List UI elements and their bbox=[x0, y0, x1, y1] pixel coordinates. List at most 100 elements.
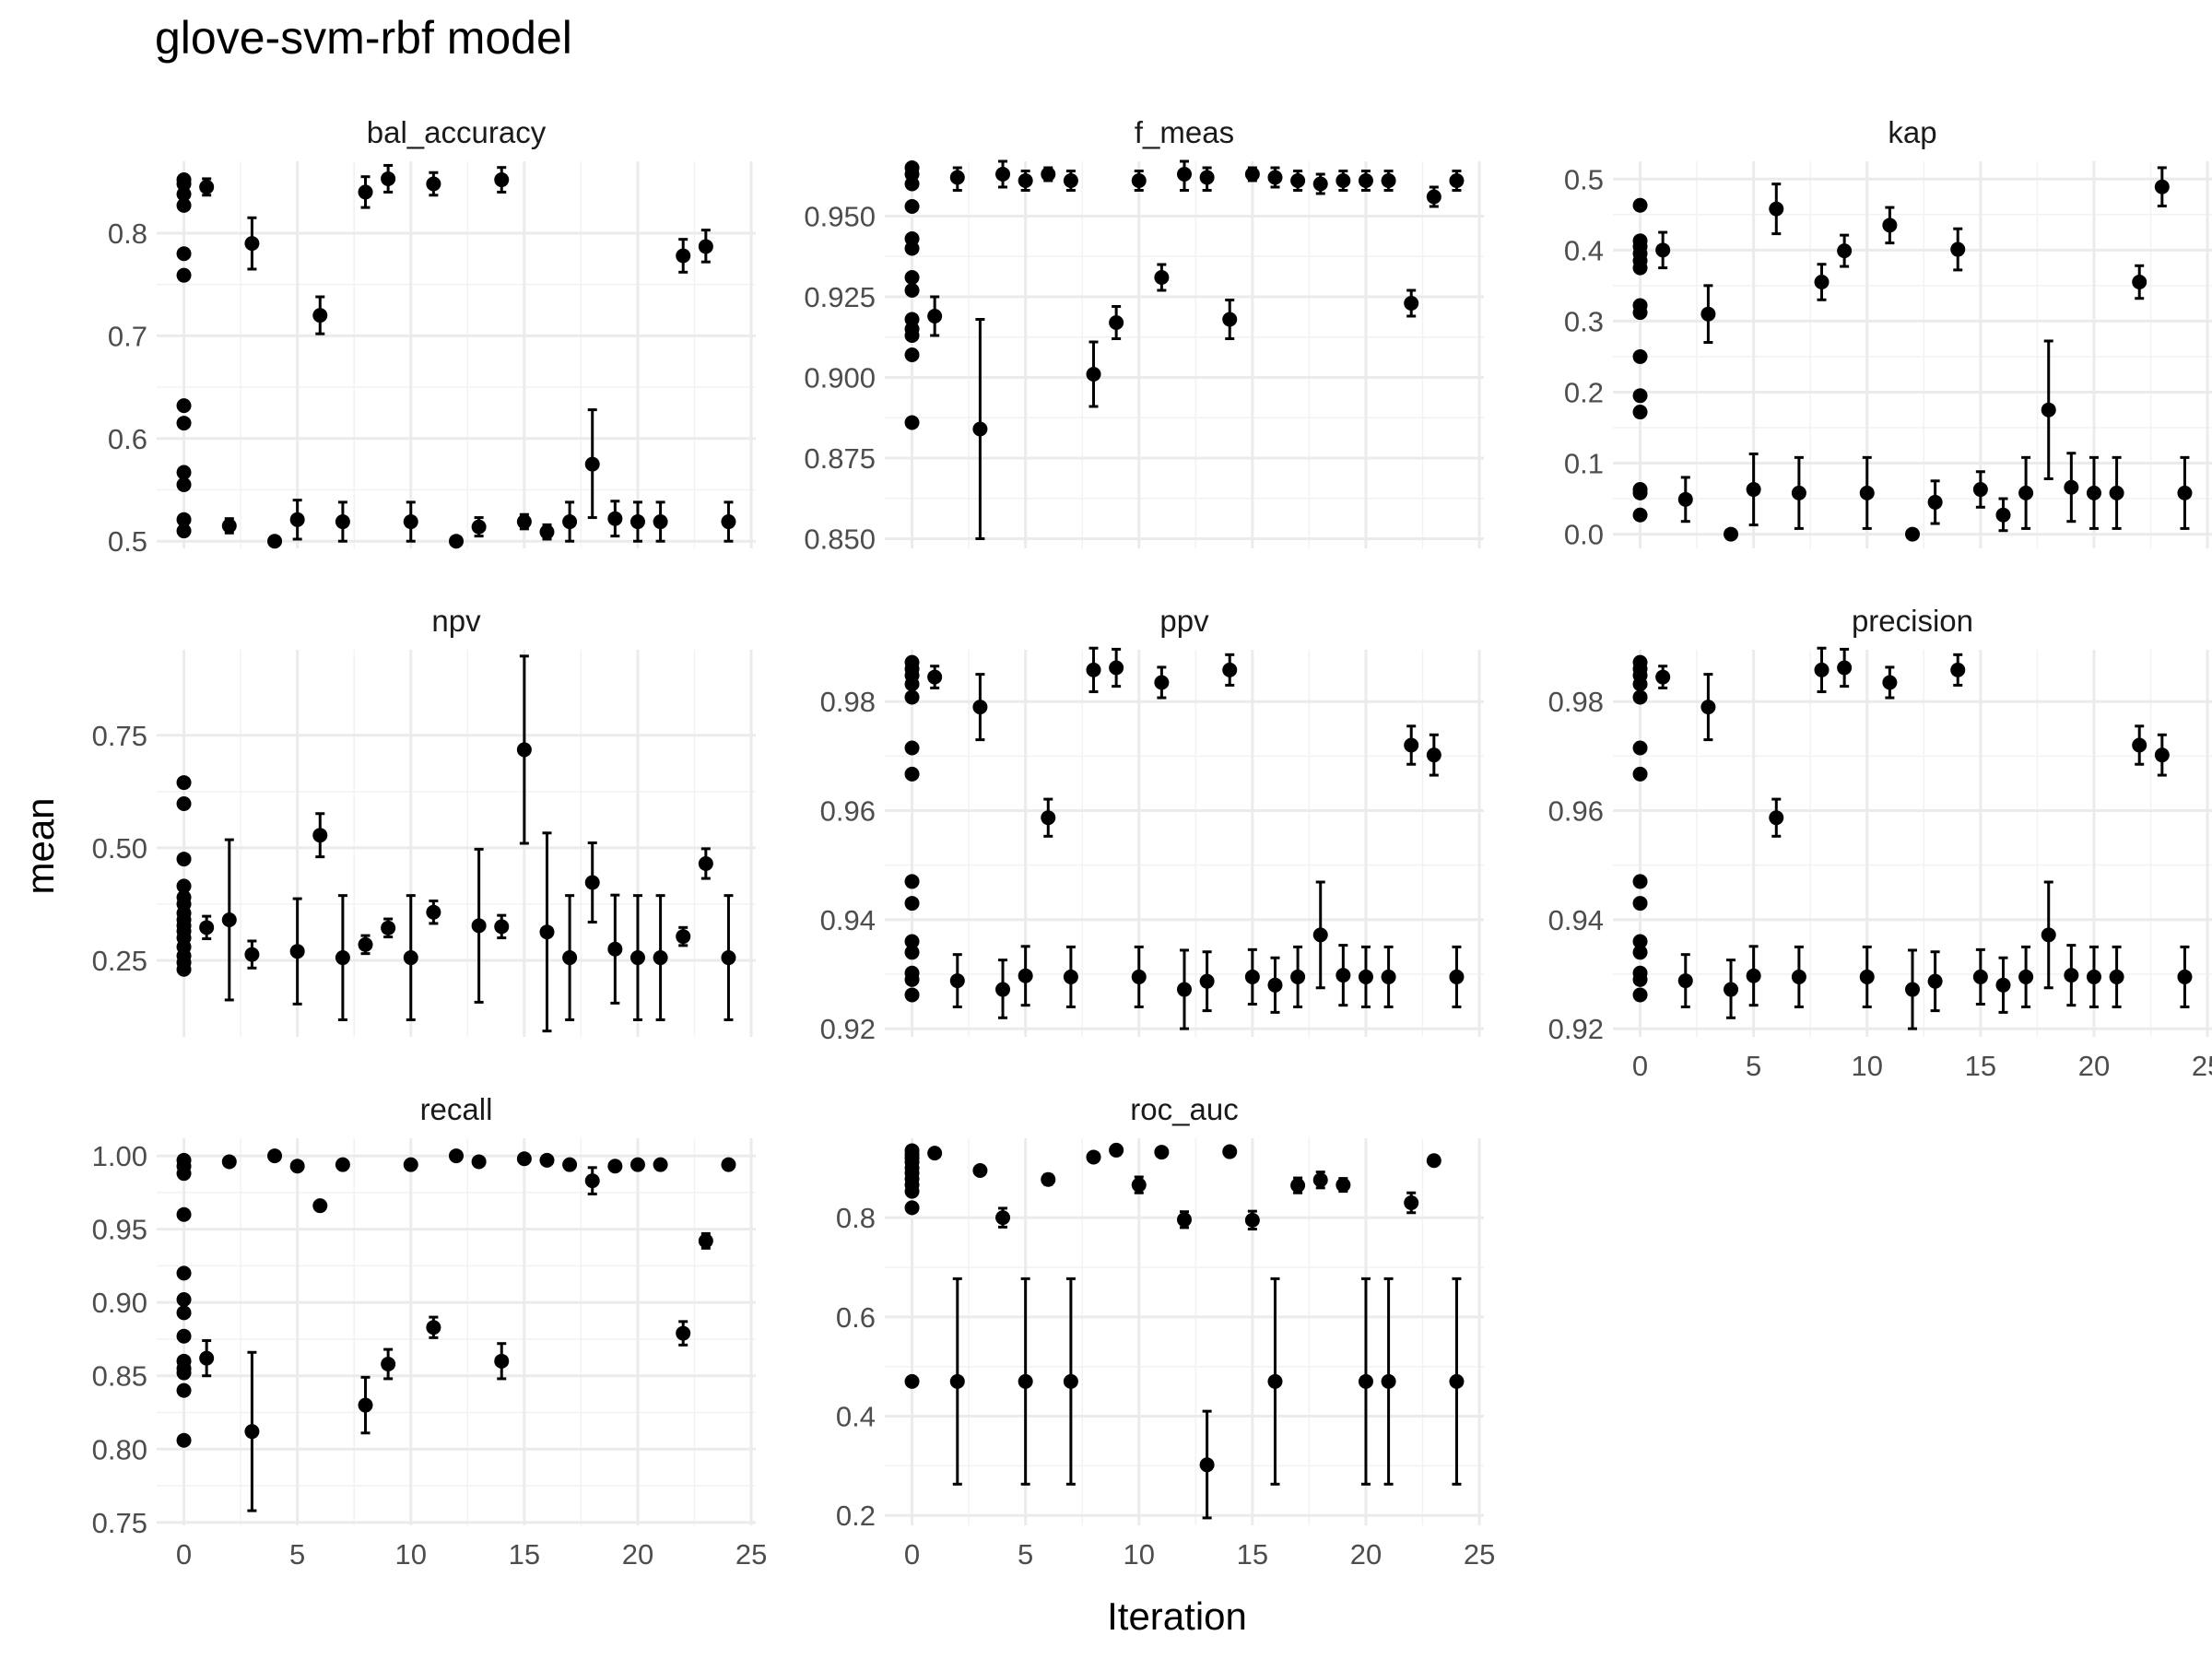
data-point bbox=[177, 1329, 192, 1344]
data-point bbox=[2110, 970, 2124, 984]
data-point bbox=[905, 1200, 920, 1215]
data-point bbox=[2110, 486, 2124, 500]
data-point bbox=[1359, 1374, 1373, 1389]
data-point bbox=[905, 416, 920, 430]
data-point bbox=[1064, 173, 1078, 188]
data-point bbox=[177, 852, 192, 866]
data-point bbox=[177, 962, 192, 977]
data-point bbox=[1200, 974, 1215, 989]
data-point bbox=[517, 514, 532, 529]
x-tick-label: 10 bbox=[395, 1538, 427, 1571]
data-point bbox=[905, 177, 920, 192]
data-point bbox=[905, 283, 920, 298]
x-tick-label: 5 bbox=[1746, 1050, 1761, 1082]
data-point bbox=[699, 239, 713, 253]
y-tick-label: 0.98 bbox=[1548, 686, 1604, 718]
data-point bbox=[995, 1210, 1010, 1225]
data-point bbox=[1404, 738, 1418, 753]
y-tick-label: 1.00 bbox=[92, 1140, 147, 1172]
panel-strip-label: f_meas bbox=[1135, 115, 1234, 149]
data-point bbox=[1633, 740, 1648, 755]
x-tick-label: 20 bbox=[1350, 1538, 1382, 1571]
data-point bbox=[905, 677, 920, 691]
data-point bbox=[177, 416, 192, 430]
y-tick-label: 0.94 bbox=[820, 904, 876, 936]
data-point bbox=[404, 514, 418, 529]
data-point bbox=[1860, 486, 1875, 500]
data-point bbox=[1950, 663, 1965, 677]
data-point bbox=[1747, 969, 1761, 983]
data-point bbox=[2018, 486, 2033, 500]
data-point bbox=[1109, 315, 1124, 330]
data-point bbox=[2155, 180, 2170, 194]
panel-strip-label: bal_accuracy bbox=[367, 115, 547, 149]
data-point bbox=[1132, 1178, 1147, 1193]
data-point bbox=[244, 947, 259, 962]
data-point bbox=[1087, 663, 1101, 677]
data-point bbox=[199, 1351, 214, 1366]
data-point bbox=[290, 1159, 305, 1173]
data-point bbox=[2177, 486, 2192, 500]
data-point bbox=[1633, 677, 1648, 691]
data-point bbox=[607, 1159, 622, 1173]
data-point bbox=[2041, 403, 2056, 418]
data-point bbox=[404, 1158, 418, 1172]
data-point bbox=[1267, 978, 1282, 993]
data-point bbox=[1633, 689, 1648, 704]
data-point bbox=[1815, 275, 1830, 289]
panel-ppv: ppv0.920.940.960.98 bbox=[820, 604, 1484, 1045]
x-tick-label: 10 bbox=[1852, 1050, 1883, 1082]
data-point bbox=[1382, 1374, 1396, 1389]
y-tick-label: 0.5 bbox=[1564, 163, 1604, 195]
data-point bbox=[1154, 270, 1169, 285]
data-point bbox=[244, 236, 259, 251]
data-point bbox=[1633, 874, 1648, 888]
y-tick-label: 0.90 bbox=[92, 1287, 147, 1319]
x-tick-label: 25 bbox=[735, 1538, 767, 1571]
data-point bbox=[1633, 349, 1648, 364]
data-point bbox=[1404, 1195, 1418, 1210]
data-point bbox=[995, 982, 1010, 997]
facet-panels: bal_accuracy0.50.60.70.8f_meas0.8500.875… bbox=[92, 115, 2212, 1571]
y-tick-label: 0.900 bbox=[804, 362, 876, 394]
data-point bbox=[1313, 927, 1328, 942]
y-tick-label: 0.75 bbox=[92, 720, 147, 752]
data-point bbox=[630, 514, 645, 529]
data-point bbox=[1041, 167, 1055, 182]
data-point bbox=[950, 171, 965, 185]
data-point bbox=[1882, 218, 1897, 232]
data-point bbox=[562, 950, 577, 965]
data-point bbox=[995, 167, 1010, 182]
data-point bbox=[267, 1148, 282, 1163]
data-point bbox=[1633, 972, 1648, 987]
y-tick-label: 0.8 bbox=[108, 218, 147, 250]
data-point bbox=[494, 1354, 509, 1369]
data-point bbox=[1200, 171, 1215, 185]
data-point bbox=[1087, 367, 1101, 382]
data-point bbox=[426, 1320, 441, 1335]
data-point bbox=[2177, 970, 2192, 984]
data-point bbox=[2087, 970, 2101, 984]
data-point bbox=[1267, 171, 1282, 185]
data-point bbox=[177, 1366, 192, 1381]
data-point bbox=[905, 972, 920, 987]
data-point bbox=[1633, 945, 1648, 959]
panel-roc-auc: roc_auc0.20.40.60.80 5 10 15 20 25 bbox=[836, 1092, 1495, 1571]
data-point bbox=[905, 987, 920, 1002]
data-point bbox=[927, 309, 942, 324]
data-point bbox=[199, 180, 214, 194]
data-point bbox=[381, 171, 395, 186]
data-point bbox=[312, 1198, 327, 1213]
data-point bbox=[381, 1357, 395, 1371]
data-point bbox=[721, 950, 735, 965]
data-point bbox=[177, 1383, 192, 1398]
data-point bbox=[1449, 173, 1464, 188]
data-point bbox=[2064, 480, 2078, 495]
data-point bbox=[1222, 663, 1237, 677]
data-point bbox=[2087, 486, 2101, 500]
data-point bbox=[267, 534, 282, 548]
data-point bbox=[1792, 970, 1806, 984]
x-tick-label: 15 bbox=[1237, 1538, 1268, 1571]
data-point bbox=[517, 742, 532, 757]
